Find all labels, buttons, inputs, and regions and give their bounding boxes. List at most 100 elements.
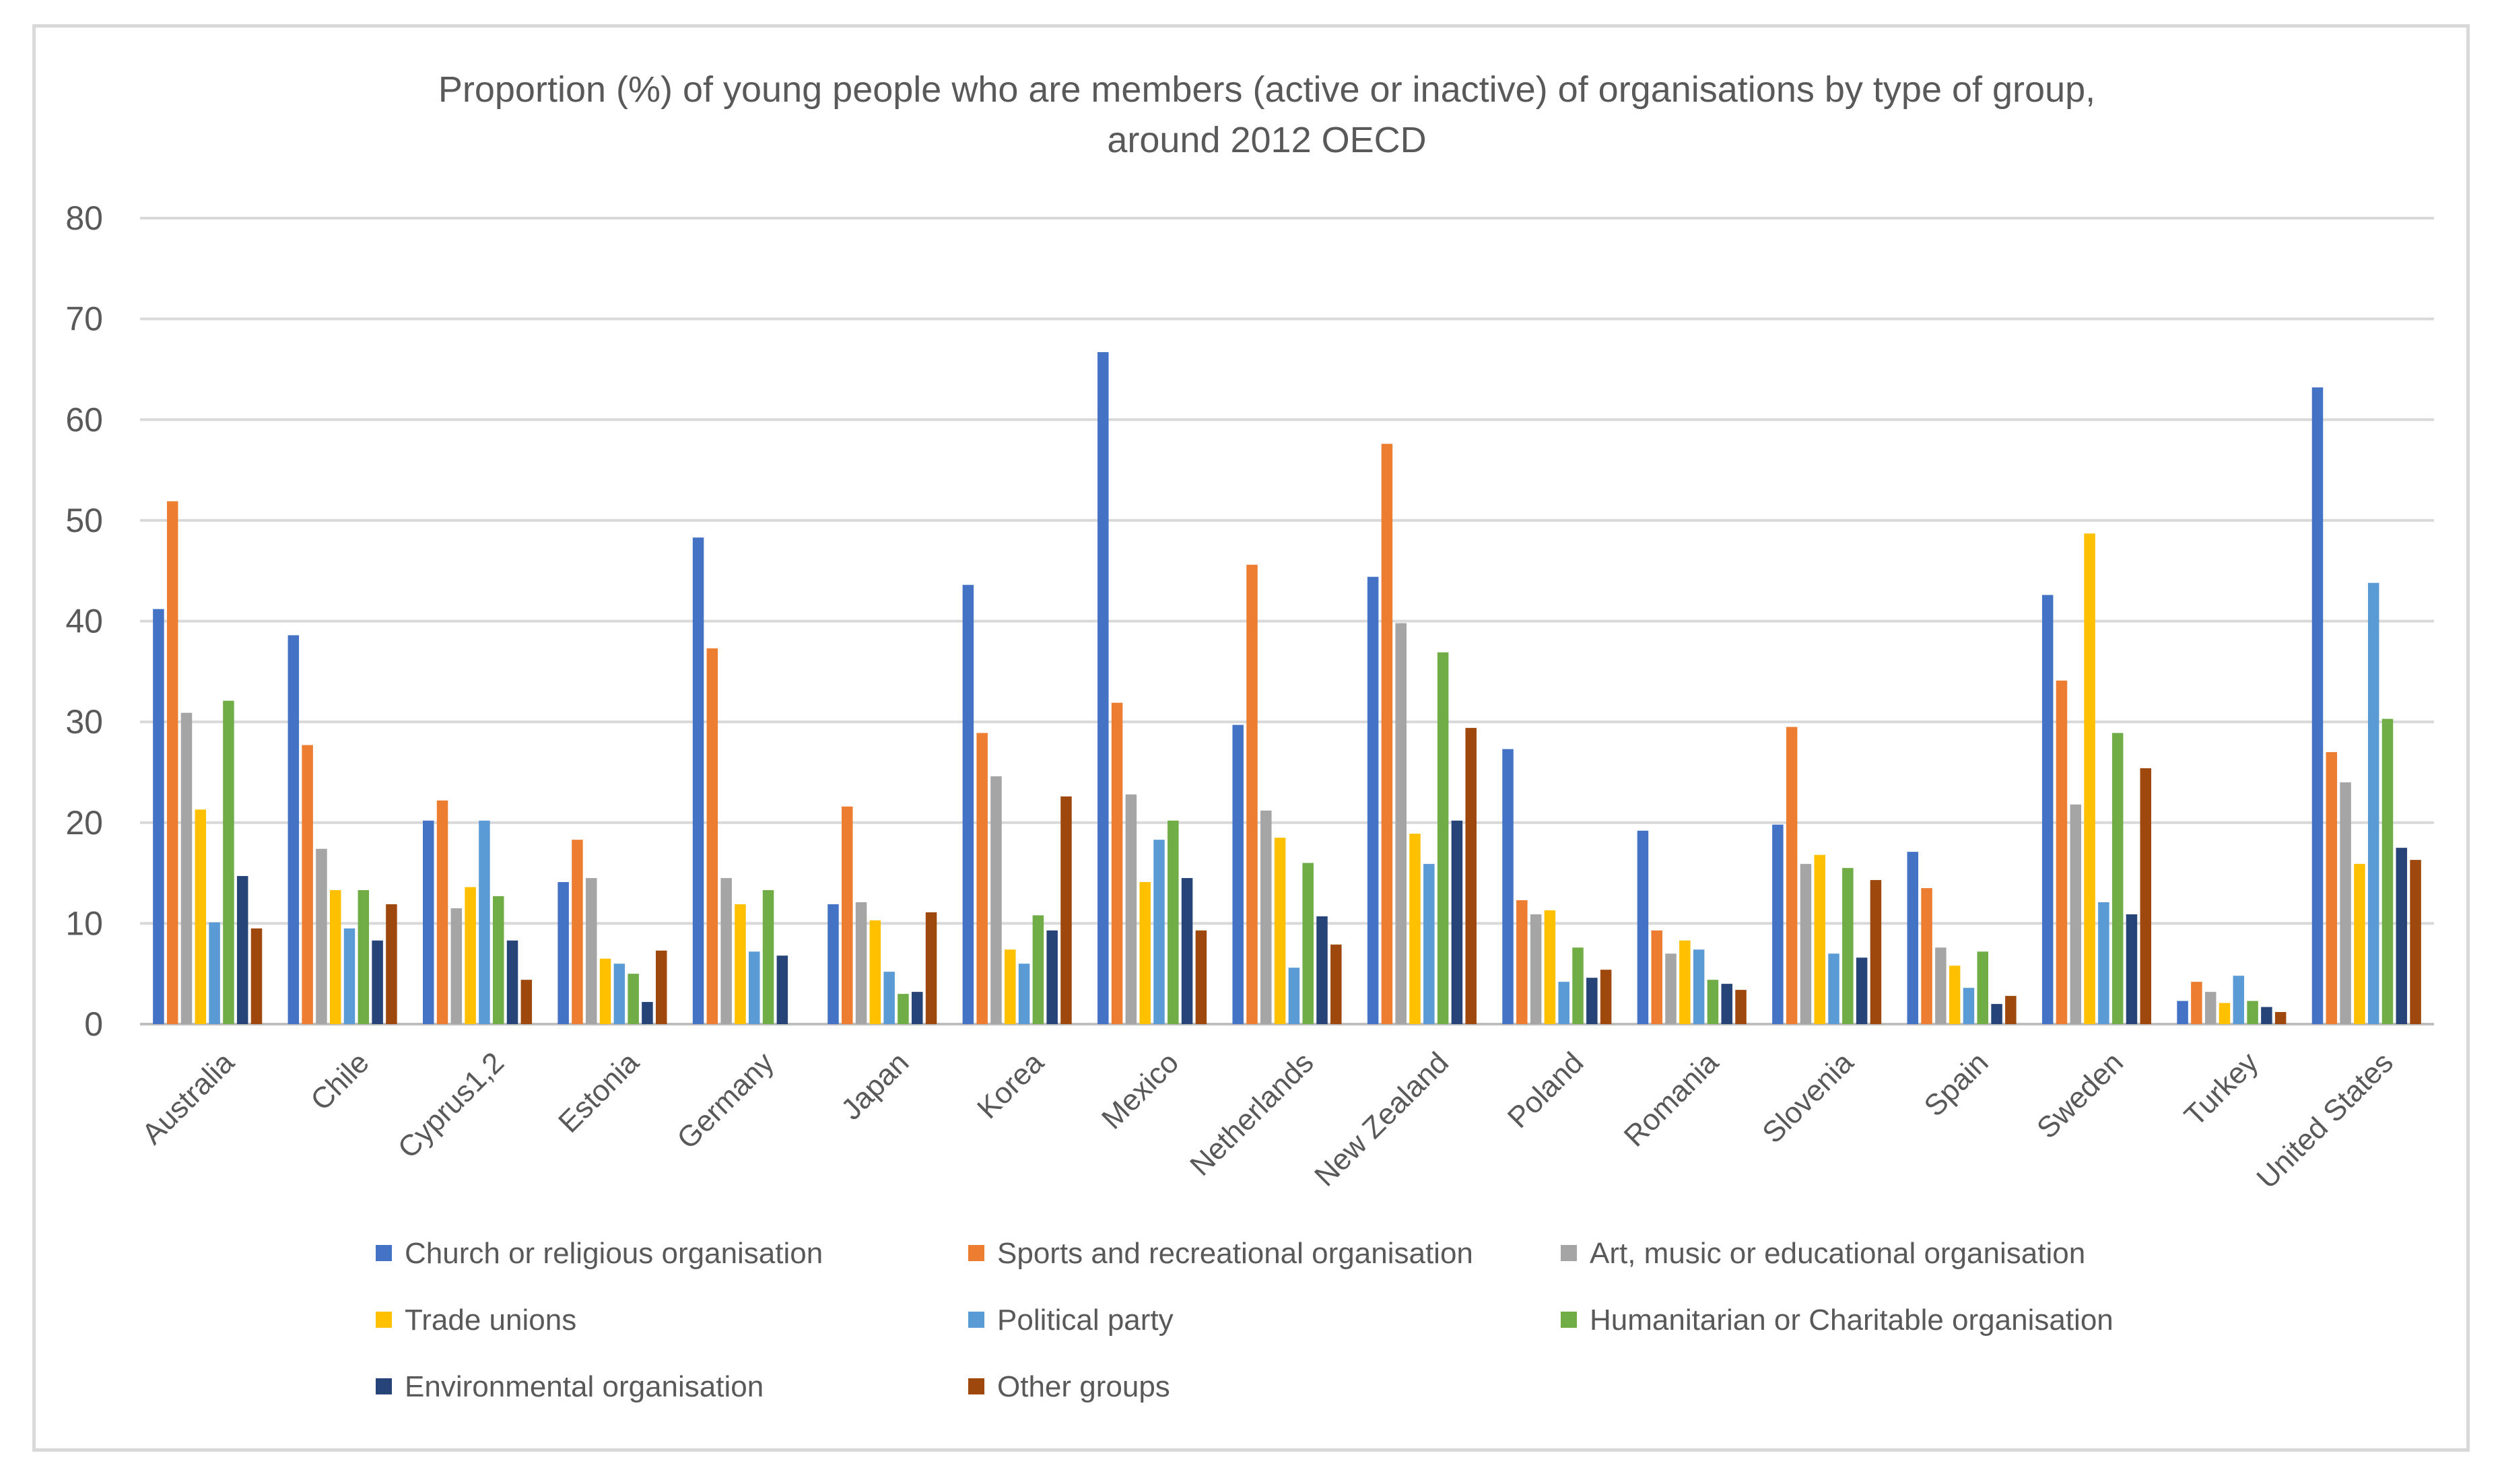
chart-title-line-2: around 2012 OECD (1107, 120, 1426, 160)
bar (2140, 768, 2152, 1024)
bar (2177, 1001, 2188, 1024)
bar (855, 902, 867, 1024)
x-axis-categories: Australia Chile Cyprus1,2 Estonia Germany Jap… (136, 1046, 2400, 1195)
legend-swatch (1561, 1312, 1577, 1328)
legend-label: Environmental organisation (405, 1370, 764, 1403)
legend-label: Trade unions (405, 1304, 576, 1337)
chart-frame: Proportion (%) of young people who are m… (32, 24, 2470, 1452)
bar (1949, 966, 1961, 1024)
y-tick-label: 30 (65, 703, 103, 741)
bar (1977, 951, 1989, 1024)
legend-swatch (376, 1245, 392, 1261)
x-category-label: New Zealand (1308, 1046, 1455, 1192)
x-category-label: Cyprus1,2 (392, 1046, 510, 1164)
bar (557, 882, 569, 1024)
bar (2261, 1007, 2272, 1024)
bar (1814, 854, 1825, 1024)
bar (2098, 902, 2109, 1024)
bar (316, 848, 327, 1024)
bar (2233, 976, 2245, 1024)
bar (1330, 944, 1342, 1024)
bar (1558, 982, 1569, 1024)
bar (1786, 727, 1798, 1024)
legend-label: Church or religious organisation (405, 1237, 823, 1270)
bar (302, 745, 313, 1024)
bar (2396, 848, 2408, 1024)
bar (1032, 915, 1044, 1024)
bar (223, 700, 234, 1024)
bar (599, 958, 611, 1024)
legend-item: Church or religious organisation (376, 1237, 823, 1270)
bar (2056, 680, 2068, 1024)
bar (450, 908, 463, 1024)
bar (762, 889, 774, 1024)
bar (1451, 820, 1463, 1024)
bar (572, 840, 583, 1024)
bar (1735, 990, 1747, 1024)
bar (2340, 782, 2351, 1024)
x-category-label: Netherlands (1184, 1046, 1320, 1182)
bar (1772, 824, 1784, 1024)
legend-label: Sports and recreational organisation (997, 1237, 1473, 1270)
bar (250, 928, 263, 1024)
bar (613, 964, 626, 1024)
bar (2005, 996, 2017, 1024)
bar (1139, 882, 1151, 1024)
legend-item: Sports and recreational organisation (968, 1237, 1473, 1270)
legend-item: Other groups (968, 1370, 1170, 1403)
x-category-label: Spain (1918, 1046, 1994, 1122)
bar (962, 584, 974, 1024)
bar (883, 972, 895, 1024)
bar (1637, 830, 1649, 1024)
bar (1046, 930, 1058, 1024)
bars (153, 352, 2421, 1024)
y-tick-label: 0 (84, 1005, 103, 1043)
legend-item: Art, music or educational organisation (1561, 1237, 2085, 1270)
bar (1530, 914, 1542, 1024)
legend: Church or religious organisation Sports a… (376, 1237, 2114, 1403)
legend-item: Environmental organisation (376, 1370, 764, 1403)
bar (1246, 564, 1258, 1024)
bar (1437, 652, 1449, 1024)
y-tick-label: 10 (65, 904, 103, 942)
bar (1381, 444, 1393, 1024)
x-category-label: Slovenia (1756, 1046, 1860, 1149)
legend-swatch (1561, 1245, 1577, 1261)
legend-swatch (968, 1245, 984, 1261)
bar (1018, 964, 1030, 1024)
bar (1153, 840, 1165, 1024)
bar (1544, 910, 1556, 1024)
bar (1181, 878, 1193, 1024)
bar (2041, 595, 2054, 1024)
y-tick-label: 40 (65, 603, 103, 640)
y-tick-label: 60 (65, 401, 103, 438)
legend-swatch (376, 1378, 392, 1394)
chart-title: Proportion (%) of young people who are m… (438, 69, 2095, 160)
y-tick-label: 80 (65, 199, 103, 237)
y-axis-ticks: 0 10 20 30 40 50 60 70 80 (65, 199, 103, 1043)
bar (1856, 957, 1868, 1024)
legend-label: Humanitarian or Charitable organisation (1590, 1304, 2114, 1337)
chart-title-line-1: Proportion (%) of young people who are m… (438, 69, 2095, 110)
bar (2367, 582, 2379, 1024)
y-tick-label: 20 (65, 804, 103, 842)
bar (655, 950, 667, 1024)
bar (776, 955, 788, 1024)
chart-svg: Proportion (%) of young people who are m… (65, 69, 2434, 1403)
bar (585, 878, 597, 1024)
bar (1465, 728, 1477, 1024)
bar (2311, 387, 2324, 1024)
bar (1423, 864, 1435, 1024)
bar (749, 951, 760, 1024)
bar (1367, 576, 1379, 1024)
bar (1516, 900, 1528, 1024)
bar (2219, 1003, 2231, 1024)
bar (180, 712, 193, 1024)
bar (735, 904, 746, 1024)
bar (990, 776, 1002, 1024)
legend-item: Humanitarian or Charitable organisation (1561, 1304, 2114, 1337)
bar (2084, 533, 2095, 1024)
bar (1097, 352, 1109, 1024)
bar (1260, 810, 1272, 1024)
bar (236, 876, 248, 1024)
